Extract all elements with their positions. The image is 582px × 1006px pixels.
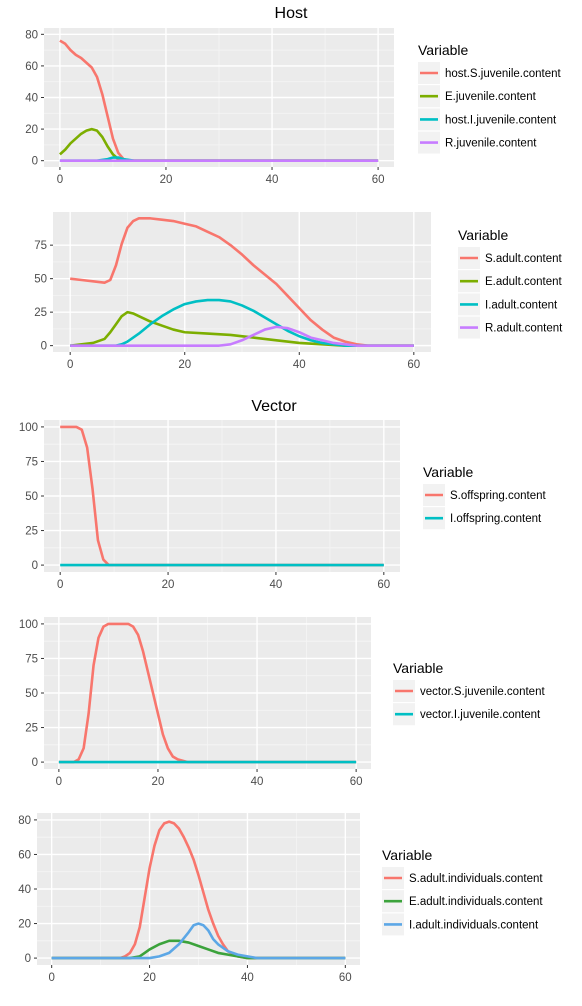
legend-label-0: host.S.juvenile.content <box>445 68 562 80</box>
x-tick-label: 60 <box>339 972 352 984</box>
chart-0: 0 20 40 60 0 20 40 60 80 Variable host.S.juvenile.… <box>25 28 562 186</box>
y-tick-label: 50 <box>34 274 47 286</box>
legend-title: Variable <box>423 464 474 480</box>
y-tick-label: 50 <box>25 491 38 503</box>
legend-title: Variable <box>458 227 509 243</box>
y-tick-label: 20 <box>18 919 31 931</box>
x-tick-label: 40 <box>241 972 254 984</box>
y-tick-label: 75 <box>34 240 47 252</box>
y-tick-label: 75 <box>25 456 38 468</box>
legend-label-3: R.juvenile.content <box>445 138 537 150</box>
series-line-0 <box>60 425 384 567</box>
chart-1: 0 20 40 60 0 25 50 75 Variable S.adult.content E.a… <box>34 212 563 371</box>
y-tick-label: 25 <box>25 526 38 538</box>
x-tick-label: 60 <box>377 579 390 591</box>
x-tick-label: 0 <box>67 359 73 371</box>
y-tick-label: 0 <box>25 953 31 965</box>
legend-label-1: vector.I.juvenile.content <box>420 709 541 721</box>
x-tick-label: 20 <box>152 776 165 788</box>
legend-label-3: R.adult.content <box>485 323 563 335</box>
legend-label-1: E.adult.content <box>485 276 563 288</box>
host-section-title: Host <box>275 5 308 22</box>
y-tick-label: 40 <box>18 884 31 896</box>
x-tick-label: 60 <box>350 776 363 788</box>
legend-label-0: S.offspring.content <box>450 490 546 502</box>
series-line-2 <box>70 298 414 347</box>
vector-section-title: Vector <box>251 398 297 415</box>
x-tick-label: 0 <box>48 972 54 984</box>
y-tick-label: 0 <box>32 156 38 168</box>
legend-label-0: S.adult.individuals.content <box>409 873 543 885</box>
x-tick-label: 0 <box>57 579 63 591</box>
y-tick-label: 75 <box>25 653 38 665</box>
legend-label-2: host.I.juvenile.content <box>445 114 557 126</box>
legend-label-2: I.adult.content <box>485 299 558 311</box>
x-tick-label: 20 <box>162 579 175 591</box>
legend-label-0: vector.S.juvenile.content <box>420 686 545 698</box>
series-line-0 <box>70 217 414 347</box>
x-tick-label: 20 <box>160 174 173 186</box>
charts-group: 0 20 40 60 0 20 40 60 80 Variable host.S.juvenile.… <box>18 28 563 984</box>
series-line-2 <box>51 922 346 960</box>
y-tick-label: 0 <box>41 341 47 353</box>
series-line-1 <box>70 310 414 347</box>
x-tick-label: 0 <box>56 776 62 788</box>
y-tick-label: 0 <box>32 757 38 769</box>
y-tick-label: 100 <box>19 422 38 434</box>
chart-3: 0 20 40 60 0 25 50 75 100 Variable vector.S.juveni… <box>19 617 545 788</box>
y-tick-label: 25 <box>34 307 47 319</box>
series-line-1 <box>51 939 346 960</box>
x-tick-label: 40 <box>251 776 264 788</box>
x-tick-label: 60 <box>372 174 385 186</box>
y-tick-label: 60 <box>25 61 38 73</box>
series-line-0 <box>59 39 379 162</box>
legend-title: Variable <box>418 42 469 58</box>
y-tick-label: 25 <box>25 723 38 735</box>
y-tick-label: 60 <box>18 849 31 861</box>
legend: Variable S.adult.individuals.content E.adu… <box>382 847 543 936</box>
series-line-3 <box>70 325 414 347</box>
y-tick-label: 80 <box>25 29 38 41</box>
legend-label-1: I.offspring.content <box>450 513 542 525</box>
x-tick-label: 40 <box>266 174 279 186</box>
legend: Variable host.S.juvenile.content E.juvenil… <box>418 42 562 154</box>
series-line-0 <box>51 820 346 960</box>
chart-4: 0 20 40 60 0 20 40 60 80 Variable S.adult.individu… <box>18 813 543 984</box>
x-tick-label: 40 <box>270 579 283 591</box>
legend: Variable S.adult.content E.adult.content I.… <box>458 227 563 339</box>
y-tick-label: 20 <box>25 124 38 136</box>
x-tick-label: 60 <box>407 359 420 371</box>
chart-2: 0 20 40 60 0 25 50 75 100 Variable S.offspring.con… <box>19 420 546 591</box>
legend-title: Variable <box>382 847 433 863</box>
y-tick-label: 50 <box>25 688 38 700</box>
legend-label-1: E.juvenile.content <box>445 91 537 103</box>
y-tick-label: 0 <box>32 560 38 572</box>
x-tick-label: 0 <box>57 174 63 186</box>
series-line-0 <box>58 622 357 764</box>
x-tick-label: 20 <box>143 972 156 984</box>
legend: Variable S.offspring.content I.offspring.c… <box>423 464 546 530</box>
y-tick-label: 100 <box>19 619 38 631</box>
y-tick-label: 40 <box>25 93 38 105</box>
legend-label-2: I.adult.individuals.content <box>409 919 539 931</box>
legend-label-0: S.adult.content <box>485 253 563 265</box>
y-tick-label: 80 <box>18 815 31 827</box>
legend-title: Variable <box>393 660 444 676</box>
legend-label-1: E.adult.individuals.content <box>409 896 543 908</box>
x-tick-label: 40 <box>293 359 306 371</box>
legend: Variable vector.S.juvenile.content vector.… <box>393 660 545 726</box>
x-tick-label: 20 <box>178 359 191 371</box>
